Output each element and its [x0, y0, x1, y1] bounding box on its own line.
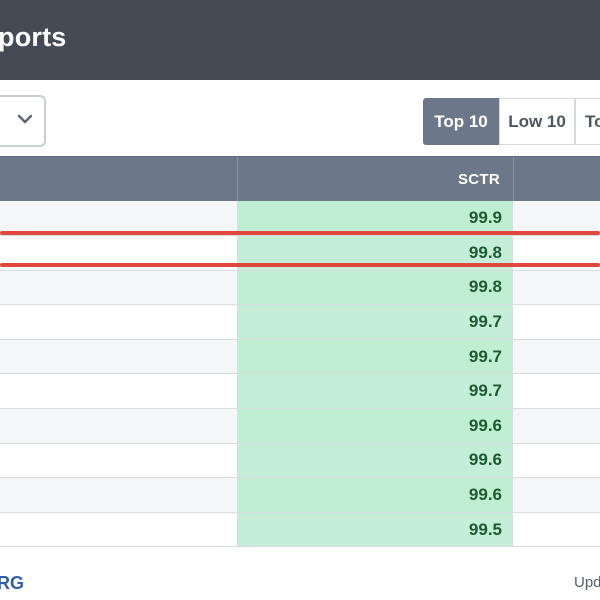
- third-tab[interactable]: To: [575, 98, 600, 145]
- symbol-cell: [0, 512, 238, 547]
- extra-cell: [513, 409, 600, 443]
- page-title: ports: [0, 22, 67, 52]
- page-header: ports: [0, 0, 600, 80]
- table-row[interactable]: 99.5: [0, 512, 600, 548]
- table-row[interactable]: 99.7: [0, 305, 600, 340]
- sctr-value: 99.8: [238, 270, 513, 305]
- table-header: SCTR: [0, 156, 600, 202]
- table-row[interactable]: 99.6: [0, 443, 600, 479]
- extra-cell: [513, 374, 600, 408]
- extra-cell: [513, 340, 600, 374]
- extra-cell: [513, 478, 600, 512]
- symbol-cell: [0, 408, 238, 443]
- sctr-value: 99.7: [238, 339, 513, 374]
- sctr-value: 99.7: [238, 374, 513, 408]
- symbol-cell: [0, 270, 238, 305]
- extra-cell: [513, 513, 600, 547]
- top-10-tab[interactable]: Top 10: [423, 98, 499, 145]
- sctr-value: 99.9: [238, 201, 513, 235]
- highlight-line-top: [0, 231, 600, 235]
- symbol-cell: [0, 201, 238, 235]
- table-row[interactable]: 99.6: [0, 408, 600, 444]
- sctr-table: SCTR 99.9 99.8 99.8 99.7 99.7 99.7 99.6 99.6 99.…: [0, 156, 600, 548]
- footer-update-text: Upd: [574, 574, 600, 591]
- table-row[interactable]: 99.6: [0, 478, 600, 513]
- sctr-value: 99.6: [238, 443, 513, 478]
- sctr-value: 99.5: [238, 512, 513, 547]
- symbol-cell: [0, 374, 238, 408]
- symbol-cell: [0, 443, 238, 478]
- toolbar: Top 10 Low 10 To: [0, 80, 600, 156]
- extra-cell: [513, 271, 600, 305]
- sctr-value: 99.6: [238, 408, 513, 443]
- group-select-dropdown[interactable]: [0, 95, 46, 147]
- symbol-cell: [0, 339, 238, 374]
- table-row[interactable]: 99.7: [0, 339, 600, 375]
- symbol-cell: [0, 478, 238, 512]
- table-row[interactable]: 99.7: [0, 374, 600, 409]
- extra-cell: [513, 201, 600, 235]
- sctr-value: 99.7: [238, 305, 513, 339]
- table-row[interactable]: 99.8: [0, 270, 600, 306]
- extra-cell: [513, 444, 600, 478]
- highlight-line-bottom: [0, 263, 600, 267]
- chevron-down-icon: [17, 114, 33, 124]
- table-row[interactable]: 99.9: [0, 201, 600, 236]
- sctr-value: 99.6: [238, 478, 513, 512]
- table-body: 99.9 99.8 99.8 99.7 99.7 99.7 99.6 99.6 99.6 99.5: [0, 201, 600, 548]
- column-divider: [513, 157, 514, 202]
- symbol-cell: [0, 236, 238, 270]
- footer-brand[interactable]: RG: [0, 573, 24, 593]
- extra-cell: [513, 305, 600, 339]
- symbol-cell: [0, 305, 238, 339]
- low-10-tab[interactable]: Low 10: [499, 98, 575, 145]
- sctr-column-header[interactable]: SCTR: [457, 171, 500, 188]
- column-divider: [237, 157, 238, 202]
